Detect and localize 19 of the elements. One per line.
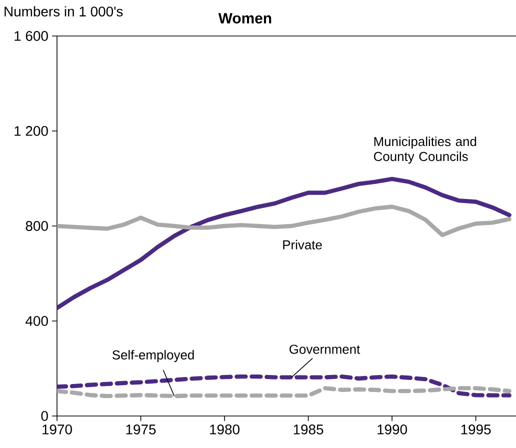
annotation: Private [283,240,322,250]
chart-title: Women [218,13,272,24]
y-tick-label: 1 600 [14,31,48,41]
annotation: Self-employed [112,350,194,362]
x-tick-label: 1970 [42,424,72,434]
x-tick-label: 1975 [126,424,156,434]
y-tick-label: 800 [26,221,48,231]
y-axis-title: Numbers in 1 000's [4,6,123,16]
annotation: Municipalities and County Councils [374,136,476,164]
y-tick-label: 400 [26,316,48,326]
x-tick-label: 1995 [461,424,491,434]
line-series [57,204,512,238]
x-tick-label: 1985 [294,424,324,434]
x-tick-label: 1980 [210,424,240,434]
annotation: Government [290,344,360,354]
line-series [57,176,512,310]
y-tick-label: 1 200 [14,126,48,136]
y-tick-label: 0 [41,411,48,421]
x-tick-label: 1990 [378,424,408,434]
